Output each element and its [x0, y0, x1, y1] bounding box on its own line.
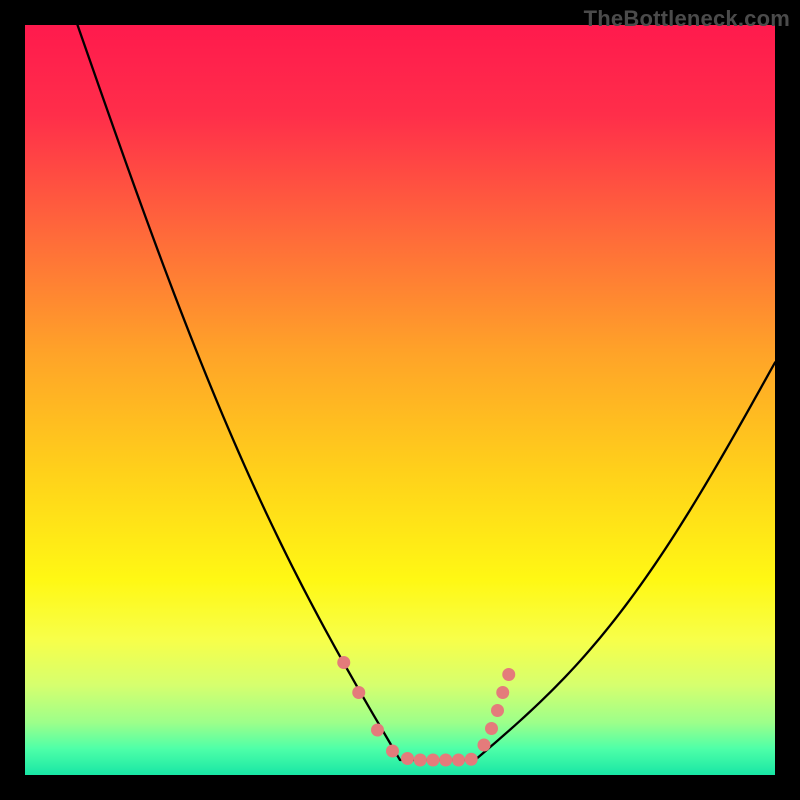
data-marker	[386, 745, 399, 758]
data-marker	[371, 724, 384, 737]
data-marker	[439, 754, 452, 767]
data-marker	[502, 668, 515, 681]
data-marker	[337, 656, 350, 669]
data-marker	[452, 754, 465, 767]
data-marker	[496, 686, 509, 699]
data-marker	[414, 754, 427, 767]
data-marker	[401, 752, 414, 765]
chart-svg	[0, 0, 800, 800]
data-marker	[465, 753, 478, 766]
plot-area	[25, 25, 775, 775]
data-marker	[478, 739, 491, 752]
data-marker	[427, 754, 440, 767]
data-marker	[491, 704, 504, 717]
data-marker	[352, 686, 365, 699]
chart-container: TheBottleneck.com	[0, 0, 800, 800]
data-marker	[485, 722, 498, 735]
